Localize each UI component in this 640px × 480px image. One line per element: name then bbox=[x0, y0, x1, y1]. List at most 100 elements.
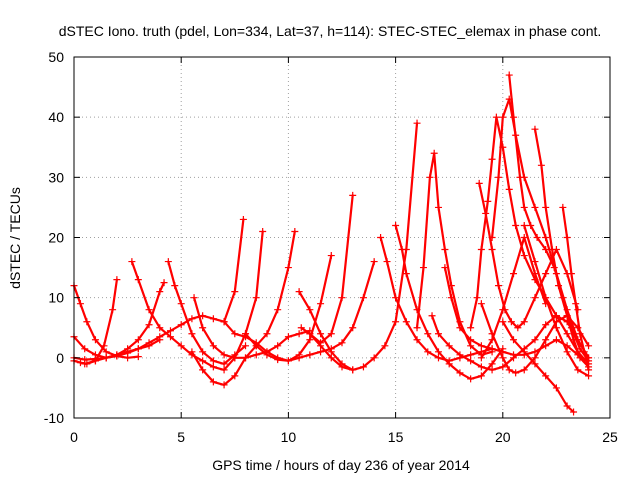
data-point-marker bbox=[349, 324, 357, 332]
data-point-marker bbox=[359, 294, 367, 302]
y-tick-label: 40 bbox=[48, 109, 64, 125]
x-tick-label: 20 bbox=[495, 429, 511, 445]
series-line bbox=[193, 296, 311, 359]
data-point-marker bbox=[91, 357, 99, 365]
data-point-marker bbox=[563, 402, 571, 410]
data-point-marker bbox=[533, 234, 541, 241]
data-point-marker bbox=[252, 294, 260, 302]
data-point-marker bbox=[190, 294, 198, 302]
series-9 bbox=[190, 294, 314, 362]
data-point-marker bbox=[555, 282, 563, 290]
data-point-marker bbox=[419, 264, 427, 272]
series-line bbox=[190, 230, 296, 386]
data-point-marker bbox=[512, 369, 520, 377]
chart-title: dSTEC Iono. truth (pdel, Lon=334, Lat=37… bbox=[59, 23, 602, 39]
series-27 bbox=[559, 203, 593, 374]
data-point-marker bbox=[467, 351, 475, 359]
data-point-marker bbox=[291, 227, 299, 235]
data-point-marker bbox=[164, 258, 172, 266]
data-point-marker bbox=[548, 246, 556, 254]
data-point-marker bbox=[542, 246, 550, 254]
series-line bbox=[72, 281, 166, 359]
data-point-marker bbox=[134, 353, 142, 361]
data-point-marker bbox=[263, 330, 271, 338]
data-point-marker bbox=[520, 203, 528, 211]
y-tick-label: 30 bbox=[48, 169, 64, 185]
data-point-marker bbox=[567, 270, 575, 278]
data-point-marker bbox=[570, 408, 578, 416]
data-point-marker bbox=[102, 354, 110, 362]
data-point-marker bbox=[338, 339, 346, 347]
data-point-marker bbox=[220, 366, 228, 374]
data-point-marker bbox=[209, 378, 217, 386]
data-point-marker bbox=[580, 348, 588, 356]
data-point-marker bbox=[242, 354, 250, 362]
data-point-marker bbox=[552, 336, 560, 344]
data-point-marker bbox=[295, 354, 303, 362]
data-point-marker bbox=[428, 312, 436, 320]
data-point-marker bbox=[510, 351, 518, 359]
data-point-marker bbox=[510, 270, 518, 278]
data-point-marker bbox=[327, 252, 335, 260]
series-line bbox=[130, 230, 264, 371]
data-point-marker bbox=[327, 330, 335, 338]
data-point-marker bbox=[209, 342, 217, 350]
data-point-marker bbox=[520, 366, 528, 374]
data-point-marker bbox=[166, 327, 174, 335]
series-8 bbox=[188, 227, 299, 389]
data-point-marker bbox=[81, 360, 89, 368]
data-point-marker bbox=[576, 354, 584, 362]
data-point-marker bbox=[381, 342, 389, 350]
data-point-marker bbox=[542, 270, 550, 278]
data-point-marker bbox=[552, 312, 560, 320]
data-point-marker bbox=[488, 155, 496, 163]
data-point-marker bbox=[488, 366, 496, 374]
data-point-marker bbox=[392, 318, 400, 326]
data-point-marker bbox=[477, 342, 485, 350]
data-point-marker bbox=[563, 330, 571, 338]
data-point-marker bbox=[572, 300, 580, 308]
data-point-marker bbox=[531, 203, 539, 211]
x-tick-label: 25 bbox=[602, 429, 618, 445]
x-axis-label: GPS time / hours of day 236 of year 2014 bbox=[212, 457, 470, 473]
data-point-marker bbox=[317, 348, 325, 356]
data-point-marker bbox=[430, 149, 438, 157]
data-point-marker bbox=[499, 318, 507, 326]
data-point-marker bbox=[91, 336, 99, 344]
data-point-marker bbox=[537, 161, 545, 169]
data-point-marker bbox=[252, 351, 260, 359]
data-point-marker bbox=[488, 246, 496, 254]
data-point-marker bbox=[413, 119, 421, 127]
data-point-marker bbox=[177, 300, 185, 308]
data-point-marker bbox=[445, 360, 453, 368]
data-point-marker bbox=[156, 324, 164, 332]
data-point-marker bbox=[467, 375, 475, 383]
data-point-marker bbox=[413, 336, 421, 344]
data-point-marker bbox=[542, 336, 550, 344]
data-point-marker bbox=[467, 342, 475, 350]
data-point-marker bbox=[499, 306, 507, 314]
data-point-marker bbox=[477, 363, 485, 371]
series-6 bbox=[128, 227, 267, 374]
data-point-marker bbox=[199, 348, 207, 356]
data-point-marker bbox=[505, 366, 513, 374]
data-point-marker bbox=[527, 221, 535, 229]
data-point-marker bbox=[552, 324, 560, 332]
data-point-marker bbox=[473, 294, 481, 302]
data-point-marker bbox=[102, 348, 110, 356]
data-point-marker bbox=[370, 258, 378, 266]
data-point-marker bbox=[559, 203, 567, 211]
data-point-marker bbox=[488, 234, 496, 241]
data-point-marker bbox=[317, 339, 325, 347]
data-point-marker bbox=[542, 234, 550, 241]
data-point-marker bbox=[456, 369, 464, 377]
data-point-marker bbox=[317, 300, 325, 308]
data-point-marker bbox=[166, 333, 174, 341]
data-point-marker bbox=[477, 300, 485, 308]
series-21 bbox=[475, 179, 582, 332]
data-point-marker bbox=[574, 366, 582, 374]
data-point-marker bbox=[488, 345, 496, 353]
data-point-marker bbox=[338, 294, 346, 302]
data-point-marker bbox=[505, 71, 513, 79]
data-point-marker bbox=[585, 342, 593, 350]
